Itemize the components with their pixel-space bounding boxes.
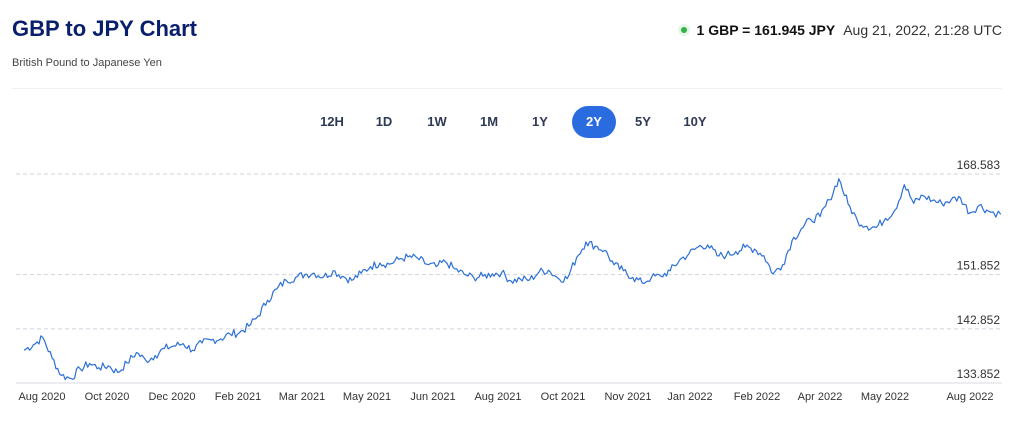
x-tick-label: Oct 2021 xyxy=(541,391,586,403)
exchange-rate-chart[interactable]: 168.583 151.852 142.852 133.852 Aug 2020 Oct… xyxy=(0,150,1024,427)
x-tick-label: Feb 2022 xyxy=(734,391,780,403)
tab-1w[interactable]: 1W xyxy=(427,114,447,129)
page-subtitle: British Pound to Japanese Yen xyxy=(12,57,162,69)
header-divider xyxy=(12,88,1002,89)
x-tick-label: Aug 2022 xyxy=(946,391,993,403)
rate-timestamp: Aug 21, 2022, 21:28 UTC xyxy=(843,22,1002,38)
tab-10y[interactable]: 10Y xyxy=(683,114,707,129)
x-tick-label: Oct 2020 xyxy=(85,391,130,403)
y-tick-label: 151.852 xyxy=(957,259,1001,273)
x-tick-label: Apr 2022 xyxy=(798,391,843,403)
live-status-dot-icon xyxy=(680,27,687,33)
x-tick-label: Mar 2021 xyxy=(279,391,325,403)
series-line xyxy=(23,178,1002,381)
tab-1d[interactable]: 1D xyxy=(375,114,393,129)
tab-12h[interactable]: 12H xyxy=(320,114,344,129)
x-tick-label: May 2021 xyxy=(343,391,391,403)
x-tick-label: Feb 2021 xyxy=(215,391,261,403)
page-title: GBP to JPY Chart xyxy=(12,16,198,41)
y-tick-label: 142.852 xyxy=(957,313,1001,327)
x-tick-label: May 2022 xyxy=(861,391,909,403)
x-tick-label: Jan 2022 xyxy=(667,391,712,403)
tab-1y[interactable]: 1Y xyxy=(532,114,548,129)
rate-value: 1 GBP = 161.945 JPY xyxy=(696,22,836,38)
tab-5y[interactable]: 5Y xyxy=(635,114,651,129)
y-tick-label: 133.852 xyxy=(957,367,1001,381)
x-tick-label: Jun 2021 xyxy=(410,391,455,403)
current-rate: 1 GBP = 161.945 JPY Aug 21, 2022, 21:28 … xyxy=(680,22,1002,38)
x-tick-label: Nov 2021 xyxy=(604,391,651,403)
x-tick-label: Dec 2020 xyxy=(148,391,195,403)
x-tick-label: Aug 2020 xyxy=(18,391,65,403)
time-range-tabs: 12H 1D 1W 1M 1Y 2Y 5Y 10Y xyxy=(308,106,722,138)
tab-2y[interactable]: 2Y xyxy=(572,106,616,138)
tab-1m[interactable]: 1M xyxy=(479,114,499,129)
y-tick-label: 168.583 xyxy=(957,158,1001,172)
x-tick-label: Aug 2021 xyxy=(474,391,521,403)
